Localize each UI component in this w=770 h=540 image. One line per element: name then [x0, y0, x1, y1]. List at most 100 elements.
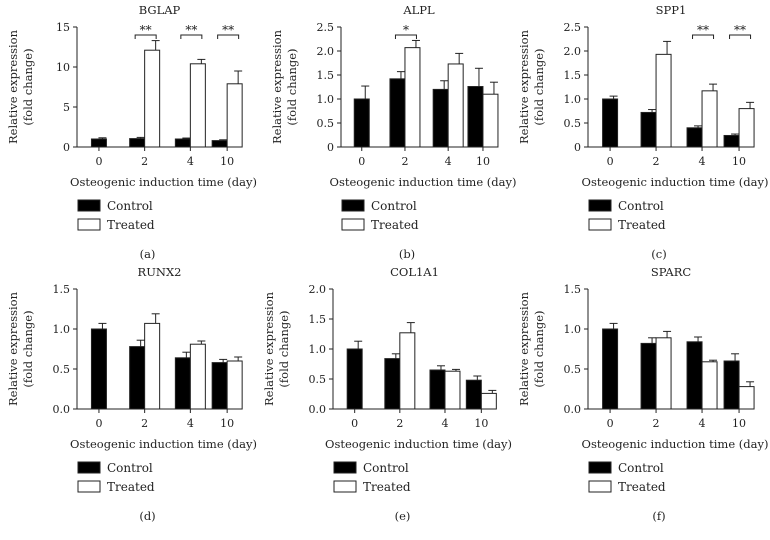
control-bar — [211, 362, 228, 410]
y-axis-label: Relative expression — [6, 29, 20, 144]
treated-bar — [655, 53, 672, 148]
treated-bar — [701, 90, 718, 148]
panel-label: (e) — [395, 509, 411, 523]
panel-label: (b) — [399, 247, 415, 261]
y-tick-label: 0.5 — [317, 117, 335, 130]
treated-bar — [738, 108, 755, 148]
legend-label-treated: Treated — [107, 480, 155, 494]
x-tick-label: 0 — [95, 417, 102, 430]
control-bar — [467, 86, 484, 148]
significance-label: ** — [222, 23, 234, 37]
control-bar — [723, 360, 740, 410]
y-tick-label: 0.5 — [564, 117, 582, 130]
control-bar — [129, 346, 146, 410]
x-tick-label: 4 — [445, 155, 452, 168]
control-bar — [723, 134, 740, 148]
legend-label-treated: Treated — [371, 218, 419, 232]
significance-bracket — [217, 34, 240, 39]
legend-swatch-treated — [333, 480, 357, 493]
x-tick-label: 2 — [653, 155, 660, 168]
x-tick-label: 0 — [607, 417, 614, 430]
treated-bar — [404, 47, 421, 148]
x-tick-label: 10 — [220, 155, 234, 168]
y-tick-label: 0.5 — [53, 363, 71, 376]
legend-label-treated: Treated — [107, 218, 155, 232]
x-tick-label: 10 — [476, 155, 490, 168]
y-axis-label: (fold change) — [532, 48, 546, 125]
y-tick-label: 2.0 — [309, 283, 327, 296]
x-tick-label: 4 — [699, 417, 706, 430]
legend-label-control: Control — [107, 199, 153, 213]
x-axis-label: Osteogenic induction time (day) — [325, 437, 512, 451]
y-axis-label: Relative expression — [6, 291, 20, 406]
chart-title: SPARC — [651, 265, 692, 279]
legend-label-control: Control — [618, 199, 664, 213]
y-tick-label: 5 — [63, 101, 70, 114]
y-tick-label: 1.5 — [564, 283, 582, 296]
x-tick-label: 10 — [732, 417, 746, 430]
legend-swatch-treated — [588, 218, 612, 231]
treated-bar — [701, 361, 718, 410]
y-tick-label: 1.0 — [317, 93, 335, 106]
legend-swatch-treated — [77, 218, 101, 231]
y-axis-label: Relative expression — [270, 29, 284, 144]
y-axis-label: Relative expression — [262, 291, 276, 406]
y-tick-label: 2.5 — [564, 21, 582, 34]
control-bar — [602, 98, 619, 148]
y-tick-label: 2.5 — [317, 21, 335, 34]
panel-label: (a) — [140, 247, 156, 261]
x-tick-label: 0 — [358, 155, 365, 168]
y-tick-label: 0 — [63, 141, 70, 154]
legend-label-control: Control — [618, 461, 664, 475]
y-tick-label: 1.0 — [564, 323, 582, 336]
legend-swatch-treated — [77, 480, 101, 493]
treated-bar — [480, 392, 497, 410]
legend-swatch-control — [588, 199, 612, 212]
control-bar — [346, 348, 363, 410]
control-bar — [211, 140, 228, 148]
significance-bracket — [180, 34, 203, 39]
treated-bar — [482, 93, 499, 148]
y-tick-label: 1.5 — [564, 69, 582, 82]
control-bar — [640, 111, 657, 148]
control-bar — [686, 341, 703, 410]
y-tick-label: 0 — [327, 141, 334, 154]
y-axis-label: Relative expression — [517, 29, 531, 144]
x-tick-label: 10 — [732, 155, 746, 168]
significance-label: ** — [185, 23, 197, 37]
chart-title: RUNX2 — [138, 265, 182, 279]
legend-swatch-control — [341, 199, 365, 212]
legend-swatch-treated — [588, 480, 612, 493]
treated-bar — [399, 332, 416, 410]
y-axis-label: (fold change) — [277, 310, 291, 387]
treated-bar — [738, 386, 755, 410]
y-tick-label: 1.0 — [309, 343, 327, 356]
significance-bracket — [729, 34, 752, 39]
treated-bar — [226, 83, 243, 148]
treated-bar — [655, 337, 672, 410]
treated-bar — [144, 49, 161, 148]
x-tick-label: 4 — [187, 417, 194, 430]
treated-bar — [226, 360, 243, 410]
x-axis-label: Osteogenic induction time (day) — [582, 437, 769, 451]
y-tick-label: 0.5 — [309, 373, 327, 386]
x-tick-label: 2 — [653, 417, 660, 430]
x-tick-label: 10 — [474, 417, 488, 430]
x-tick-label: 0 — [95, 155, 102, 168]
x-tick-label: 10 — [220, 417, 234, 430]
x-tick-label: 2 — [141, 417, 148, 430]
treated-bar — [189, 63, 206, 148]
significance-bracket — [692, 34, 715, 39]
y-tick-label: 15 — [56, 21, 70, 34]
x-tick-label: 2 — [396, 417, 403, 430]
control-bar — [174, 357, 191, 410]
x-tick-label: 2 — [401, 155, 408, 168]
control-bar — [353, 98, 370, 148]
y-tick-label: 10 — [56, 61, 70, 74]
control-bar — [429, 369, 446, 410]
control-bar — [602, 328, 619, 410]
significance-bracket — [134, 34, 157, 39]
panel-label: (d) — [139, 509, 155, 523]
x-tick-label: 2 — [141, 155, 148, 168]
y-tick-label: 0.0 — [53, 403, 71, 416]
